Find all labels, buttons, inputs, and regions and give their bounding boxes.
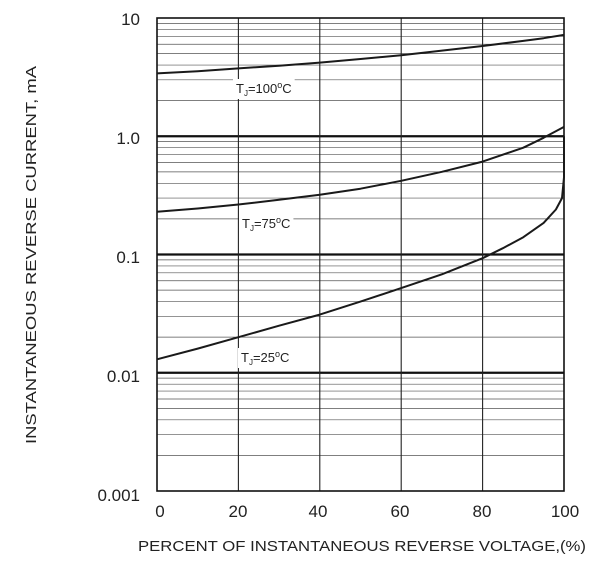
series-label-background bbox=[233, 79, 295, 99]
y-tick-labels: 10 1.0 0.1 0.01 0.001 bbox=[97, 10, 140, 505]
series-label: TJ=100oC bbox=[236, 80, 292, 98]
series-line bbox=[156, 33, 565, 75]
y-tick-label: 1.0 bbox=[116, 129, 140, 148]
x-tick-labels: 0 20 40 60 80 100 bbox=[155, 502, 579, 521]
x-tick-label: 80 bbox=[473, 502, 492, 521]
y-tick-label: 0.1 bbox=[116, 248, 140, 267]
series-label: TJ=25oC bbox=[241, 349, 289, 367]
series-label-background bbox=[238, 348, 293, 368]
x-tick-label: 0 bbox=[155, 502, 164, 521]
series-line bbox=[156, 126, 565, 213]
curve-labels: TJ=100oC TJ=75oC TJ=25oC bbox=[233, 79, 295, 368]
x-tick-label: 40 bbox=[309, 502, 328, 521]
curves bbox=[156, 33, 565, 361]
plot-area-frame bbox=[156, 17, 565, 492]
y-tick-label: 0.001 bbox=[97, 486, 140, 505]
y-axis-title: INSTANTANEOUS REVERSE CURRENT, mA bbox=[23, 66, 40, 444]
series-line bbox=[156, 136, 565, 361]
y-tick-label: 0.01 bbox=[107, 367, 140, 386]
x-tick-label: 100 bbox=[551, 502, 579, 521]
series-label: TJ=75oC bbox=[242, 215, 290, 233]
x-tick-label: 60 bbox=[391, 502, 410, 521]
series-label-background bbox=[239, 214, 294, 234]
x-axis-title: PERCENT OF INSTANTANEOUS REVERSE VOLTAGE… bbox=[138, 538, 586, 555]
y-tick-label: 10 bbox=[121, 10, 140, 29]
x-tick-label: 20 bbox=[229, 502, 248, 521]
grid bbox=[157, 18, 564, 491]
